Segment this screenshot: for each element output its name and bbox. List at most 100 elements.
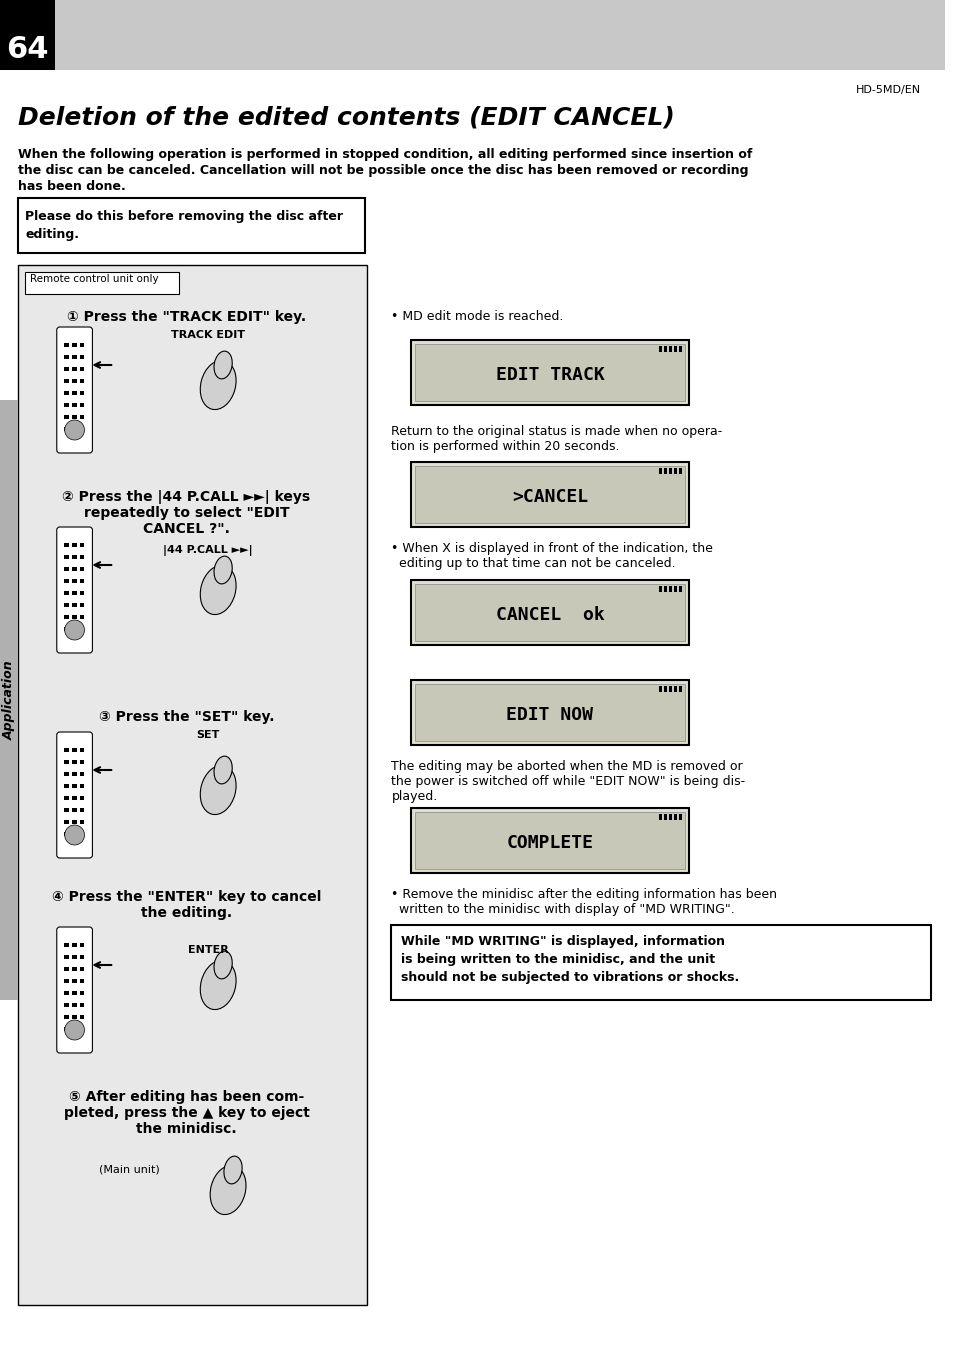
Bar bbox=[79, 1015, 85, 1019]
Bar bbox=[79, 991, 85, 995]
Ellipse shape bbox=[213, 756, 232, 784]
Bar bbox=[411, 580, 688, 645]
Text: While "MD WRITING" is displayed, information: While "MD WRITING" is displayed, informa… bbox=[401, 936, 724, 948]
Bar bbox=[71, 343, 76, 347]
Bar bbox=[71, 967, 76, 971]
Bar bbox=[0, 400, 18, 1000]
Bar bbox=[79, 591, 85, 595]
Bar bbox=[79, 967, 85, 971]
Bar bbox=[415, 584, 684, 641]
Bar bbox=[71, 566, 76, 571]
Bar bbox=[64, 991, 69, 995]
Bar bbox=[71, 831, 76, 836]
Bar bbox=[415, 343, 684, 402]
Text: Return to the original status is made when no opera-: Return to the original status is made wh… bbox=[391, 425, 722, 438]
Text: ④ Press the "ENTER" key to cancel: ④ Press the "ENTER" key to cancel bbox=[51, 890, 321, 904]
Bar bbox=[71, 403, 76, 407]
Bar bbox=[71, 427, 76, 431]
Ellipse shape bbox=[213, 556, 232, 584]
Circle shape bbox=[65, 1019, 85, 1040]
Bar bbox=[71, 796, 76, 800]
Bar bbox=[678, 346, 680, 352]
Text: tion is performed within 20 seconds.: tion is performed within 20 seconds. bbox=[391, 439, 619, 453]
Bar bbox=[71, 391, 76, 395]
Bar bbox=[79, 784, 85, 788]
Bar bbox=[663, 585, 666, 592]
Bar bbox=[64, 760, 69, 764]
Bar bbox=[64, 796, 69, 800]
Bar bbox=[79, 566, 85, 571]
FancyBboxPatch shape bbox=[57, 527, 92, 653]
FancyBboxPatch shape bbox=[57, 731, 92, 859]
Bar bbox=[79, 366, 85, 370]
Bar bbox=[411, 462, 688, 527]
Circle shape bbox=[65, 825, 85, 845]
Bar bbox=[79, 544, 85, 548]
Bar bbox=[79, 796, 85, 800]
Text: EDIT NOW: EDIT NOW bbox=[506, 706, 593, 723]
Ellipse shape bbox=[200, 960, 235, 1010]
Text: the minidisc.: the minidisc. bbox=[136, 1122, 236, 1136]
Bar bbox=[71, 579, 76, 583]
Bar bbox=[678, 585, 680, 592]
Text: ② Press the |44 P.CALL ►►| keys: ② Press the |44 P.CALL ►►| keys bbox=[62, 489, 311, 504]
Text: • When X is displayed in front of the indication, the: • When X is displayed in front of the in… bbox=[391, 542, 713, 556]
Bar bbox=[64, 566, 69, 571]
Bar bbox=[71, 615, 76, 619]
Bar bbox=[79, 343, 85, 347]
Bar bbox=[25, 272, 178, 293]
Bar bbox=[79, 760, 85, 764]
Bar bbox=[64, 979, 69, 983]
Bar bbox=[79, 556, 85, 558]
Bar bbox=[79, 403, 85, 407]
Bar bbox=[64, 627, 69, 631]
Bar bbox=[71, 603, 76, 607]
Bar bbox=[64, 356, 69, 360]
Bar bbox=[79, 808, 85, 813]
Bar bbox=[79, 379, 85, 383]
Circle shape bbox=[65, 420, 85, 439]
Text: |44 P.CALL ►►|: |44 P.CALL ►►| bbox=[163, 545, 253, 556]
Bar bbox=[415, 813, 684, 869]
Bar bbox=[79, 831, 85, 836]
Bar bbox=[79, 821, 85, 823]
Bar bbox=[64, 427, 69, 431]
Bar bbox=[64, 1003, 69, 1007]
Text: has been done.: has been done. bbox=[18, 180, 126, 193]
Ellipse shape bbox=[200, 361, 235, 410]
Bar bbox=[79, 772, 85, 776]
Bar bbox=[79, 748, 85, 752]
Text: Deletion of the edited contents (EDIT CANCEL): Deletion of the edited contents (EDIT CA… bbox=[18, 105, 674, 128]
Bar bbox=[71, 379, 76, 383]
Bar bbox=[64, 343, 69, 347]
Bar bbox=[71, 556, 76, 558]
Bar bbox=[64, 784, 69, 788]
Text: ③ Press the "SET" key.: ③ Press the "SET" key. bbox=[99, 710, 274, 725]
Ellipse shape bbox=[224, 1156, 242, 1184]
Bar bbox=[64, 579, 69, 583]
Bar bbox=[0, 0, 944, 70]
Bar bbox=[64, 415, 69, 419]
Ellipse shape bbox=[213, 352, 232, 379]
Bar bbox=[79, 1003, 85, 1007]
Bar bbox=[673, 468, 676, 475]
Text: ① Press the "TRACK EDIT" key.: ① Press the "TRACK EDIT" key. bbox=[67, 310, 306, 324]
Bar bbox=[64, 955, 69, 959]
Bar bbox=[71, 942, 76, 946]
Bar bbox=[663, 346, 666, 352]
Bar bbox=[79, 615, 85, 619]
Bar bbox=[79, 391, 85, 395]
Bar bbox=[0, 0, 54, 70]
Bar bbox=[659, 468, 661, 475]
Bar bbox=[64, 615, 69, 619]
Bar bbox=[415, 684, 684, 741]
Bar bbox=[71, 991, 76, 995]
Bar bbox=[64, 391, 69, 395]
Text: ENTER: ENTER bbox=[188, 945, 229, 955]
Bar bbox=[71, 772, 76, 776]
Text: Please do this before removing the disc after: Please do this before removing the disc … bbox=[25, 210, 343, 223]
Bar bbox=[71, 821, 76, 823]
Bar bbox=[71, 979, 76, 983]
Bar bbox=[18, 197, 364, 253]
Bar bbox=[64, 591, 69, 595]
